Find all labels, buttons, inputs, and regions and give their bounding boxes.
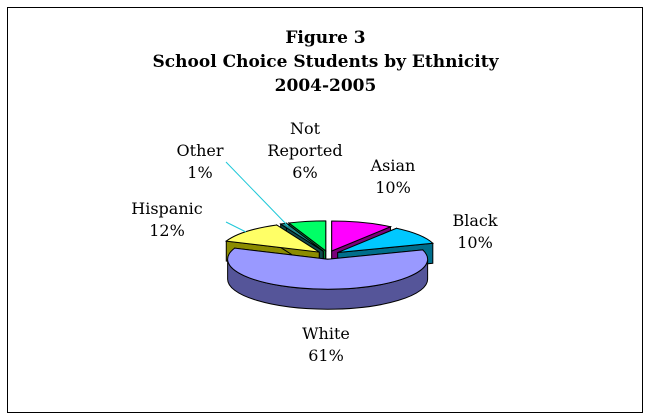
label-white-name: White: [302, 324, 350, 343]
slice-asian-top: [331, 220, 393, 252]
label-black: Black 10%: [440, 210, 510, 254]
label-not-reported-name-2: Reported: [267, 141, 343, 160]
label-other-name: Other: [176, 141, 224, 160]
label-hispanic-name: Hispanic: [131, 199, 203, 218]
slice-black-top: [337, 227, 434, 254]
label-not-reported-name-1: Not: [289, 119, 321, 138]
slice-hispanic-top: [224, 224, 320, 253]
label-white-value: 61%: [308, 346, 344, 365]
slice-white: [227, 247, 429, 310]
label-other-value: 1%: [187, 163, 213, 182]
label-asian-name: Asian: [370, 156, 416, 175]
label-asian-value: 10%: [375, 178, 411, 197]
label-hispanic: Hispanic 12%: [122, 198, 212, 242]
label-not-reported: Not Reported 6%: [255, 118, 355, 184]
chart-title-line-2: School Choice Students by Ethnicity: [152, 52, 499, 72]
chart-title-line-3: 2004-2005: [274, 76, 377, 96]
slice-other-top: [279, 222, 324, 252]
label-black-value: 10%: [457, 233, 493, 252]
label-asian: Asian 10%: [358, 155, 428, 199]
label-black-name: Black: [452, 211, 498, 230]
label-white: White 61%: [286, 323, 366, 367]
leader-hispanic: [225, 221, 247, 233]
label-other: Other 1%: [165, 140, 235, 184]
label-not-reported-value: 6%: [292, 163, 318, 182]
slice-not-reported-top: [287, 220, 327, 252]
label-hispanic-value: 12%: [149, 221, 185, 240]
chart-frame: [7, 7, 643, 413]
leader-other: [225, 161, 289, 227]
chart-title-line-1: Figure 3: [285, 28, 366, 48]
slice-white-top: [227, 247, 429, 290]
